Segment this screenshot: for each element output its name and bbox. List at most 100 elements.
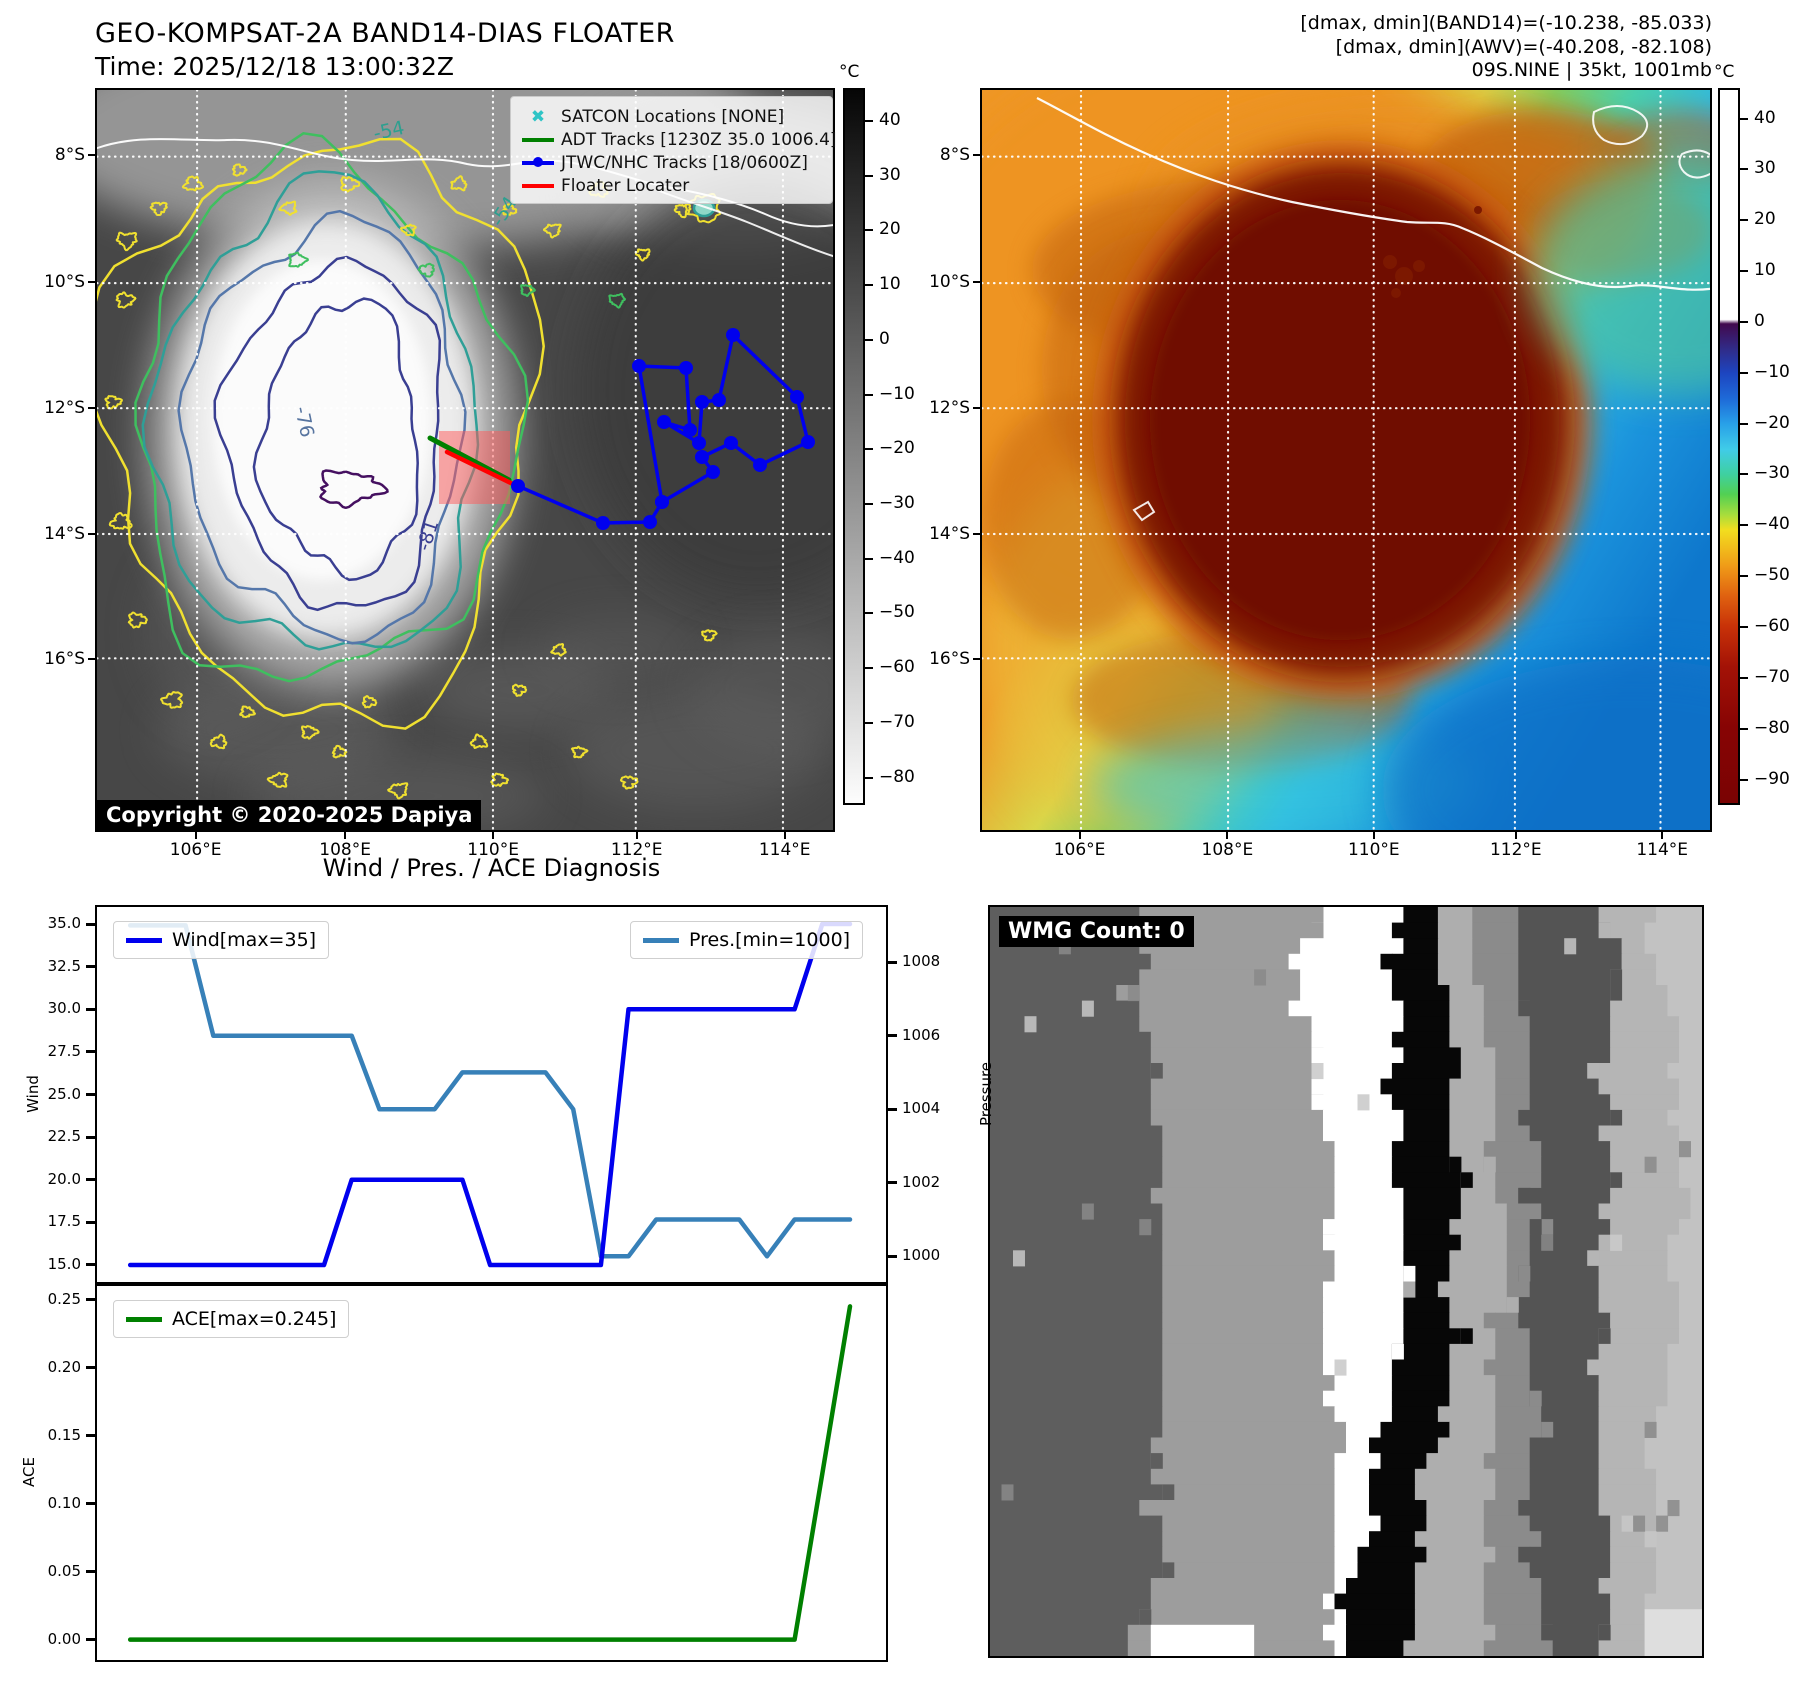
chart-tick-label: 20.0 (47, 1169, 81, 1188)
colorbar-tick-mark (1740, 676, 1748, 679)
legend-line-swatch (126, 937, 162, 943)
chart-tick-mark (86, 1434, 95, 1438)
chart-tick-label: 0.00 (47, 1629, 81, 1648)
x-tick-mark (635, 832, 638, 839)
line-swatch (522, 183, 554, 188)
y-tick-label: 16°S (929, 649, 970, 670)
chart-tick-mark (86, 1050, 95, 1054)
y-tick-label: 12°S (44, 397, 85, 418)
colorbar-tick-label: 40 (1754, 107, 1776, 128)
chart-tick-label: 15.0 (47, 1254, 81, 1273)
colorbar-tick-mark (1740, 778, 1748, 781)
y-tick-mark (973, 406, 980, 409)
colorbar-tick-mark (1740, 626, 1748, 629)
y-tick-mark (973, 281, 980, 284)
colorbar-tick-mark (865, 721, 873, 724)
y-tick-label: 14°S (929, 524, 970, 545)
wind-chart-graphic (127, 921, 853, 1268)
chart-tick-label: 1000 (902, 1246, 941, 1265)
colorbar-tick-label: −70 (879, 711, 915, 732)
wmg-panel: WMG Count: 0 (988, 905, 1704, 1658)
chart-tick-label: 1002 (902, 1172, 941, 1191)
colorbar-tick-label: 10 (1754, 260, 1776, 281)
right-axis-title: Pressure (977, 1061, 996, 1126)
colorbar-tick-mark (1740, 575, 1748, 578)
colorbar-tick-label: 30 (879, 164, 901, 185)
colorbar-tick-label: −80 (1754, 717, 1790, 738)
colorbar-tick-label: −80 (879, 766, 915, 787)
chart-tick-mark (888, 1034, 897, 1038)
colorbar-tick-mark (1740, 371, 1748, 374)
chart-tick-mark (86, 1220, 95, 1224)
chart-tick-mark (86, 1366, 95, 1370)
x-tick-mark (1372, 832, 1375, 839)
storm-status: 09S.NINE | 35kt, 1001mb (1471, 59, 1712, 81)
legend-series-label: ACE[max=0.245] (172, 1308, 337, 1330)
colorbar-tick-label: −70 (1754, 666, 1790, 687)
x-tick-mark (1514, 832, 1517, 839)
x-tick-label: 110°E (1347, 840, 1400, 860)
x-tick-label: 106°E (169, 840, 222, 860)
legend-item-label: Floater Locater (561, 175, 690, 196)
colorbar-tick-mark (865, 174, 873, 177)
chart-legend: Wind[max=35] (113, 921, 330, 959)
x-tick-mark (783, 832, 786, 839)
dmax-dmin-awv: [dmax, dmin](AWV)=(-40.208, -82.108) (1335, 36, 1712, 58)
colorbar-tick-label: 20 (1754, 209, 1776, 230)
colorbar-tick-label: −30 (1754, 463, 1790, 484)
chart-tick-mark (86, 1298, 95, 1302)
chart-legend: Pres.[min=1000] (630, 921, 864, 959)
x-tick-mark (1226, 832, 1229, 839)
colorbar-tick-mark (865, 667, 873, 670)
x-tick-mark (1661, 832, 1664, 839)
diagnosis-title: Wind / Pres. / ACE Diagnosis (322, 854, 661, 882)
chart-tick-mark (888, 1254, 897, 1258)
wind-pressure-chart: Wind[max=35] Pres.[min=1000] (95, 905, 888, 1284)
colorbar-tick-mark (1740, 117, 1748, 120)
ace-chart: ACE[max=0.245] (95, 1284, 888, 1662)
chart-tick-label: 22.5 (47, 1127, 81, 1146)
chart-tick-label: 25.0 (47, 1084, 81, 1103)
legend-item-label: JTWC/NHC Tracks [18/0600Z] (561, 152, 808, 173)
y-tick-label: 10°S (44, 272, 85, 293)
legend-item: ✖ SATCON Locations [NONE] (519, 105, 822, 128)
satcon-x-icon: ✖ (519, 107, 557, 127)
left-axis-title: ACE (19, 1457, 38, 1487)
x-tick-label: 106°E (1053, 840, 1106, 860)
colorbar-tick-mark (865, 229, 873, 232)
chart-tick-mark (86, 1638, 95, 1642)
awv-satellite-map (980, 88, 1712, 832)
chart-tick-mark (86, 1135, 95, 1139)
y-tick-mark (973, 533, 980, 536)
colorbar-tick-mark (1740, 270, 1748, 273)
y-tick-label: 8°S (939, 144, 970, 165)
colorbar-tick-label: 40 (879, 109, 901, 130)
chart-tick-label: 0.20 (47, 1357, 81, 1376)
awv-colorbar-unit: °C (1714, 62, 1735, 82)
chart-tick-mark (86, 1093, 95, 1096)
legend-item: Floater Locater (519, 174, 822, 197)
colorbar-tick-label: 0 (1754, 310, 1765, 331)
legend-item-label: ADT Tracks [1230Z 35.0 1006.4] (561, 129, 837, 150)
chart-tick-mark (86, 922, 95, 926)
ace-chart-graphic (127, 1304, 853, 1642)
legend-item-label: SATCON Locations [NONE] (561, 106, 785, 127)
colorbar-tick-label: −50 (879, 602, 915, 623)
band14-satellite-map: -54 -54 -76 -81 (95, 88, 835, 832)
chart-tick-mark (86, 965, 95, 969)
colorbar-tick-label: −20 (1754, 412, 1790, 433)
legend-series-label: Pres.[min=1000] (689, 929, 851, 951)
colorbar-tick-mark (865, 338, 873, 341)
band14-colorbar (843, 88, 865, 805)
chart-tick-mark (86, 1178, 95, 1182)
legend-line-swatch (643, 937, 679, 943)
awv-map-graphic (982, 90, 1710, 830)
colorbar-tick-label: 20 (879, 219, 901, 240)
colorbar-tick-mark (1740, 524, 1748, 527)
colorbar-tick-mark (1740, 422, 1748, 425)
x-tick-label: 108°E (1201, 840, 1254, 860)
legend-item: JTWC/NHC Tracks [18/0600Z] (519, 151, 822, 174)
colorbar-tick-label: −60 (879, 657, 915, 678)
colorbar-tick-label: 30 (1754, 158, 1776, 179)
